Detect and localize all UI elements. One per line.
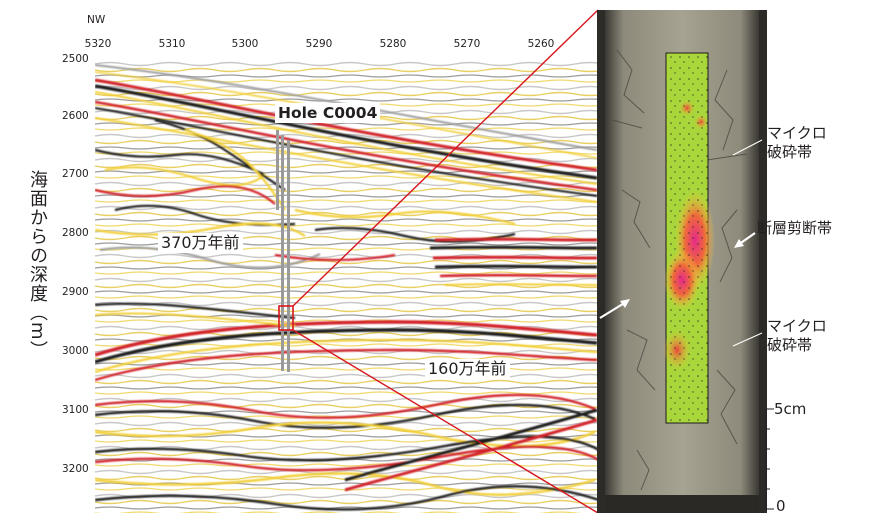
scale-label-0: 0: [776, 497, 786, 515]
x-tick: 5310: [158, 38, 186, 50]
micro-fracture-label-top: マイクロ 破砕帯: [767, 124, 827, 161]
x-tick: 5270: [453, 38, 481, 50]
fault-shear-label: 断層剪断帯: [757, 219, 833, 237]
scale-label-5cm: 5cm: [774, 400, 807, 418]
y-tick: 2500: [62, 53, 89, 65]
x-tick: 5260: [527, 38, 555, 50]
y-axis-label: 海面からの深度（m）: [27, 170, 48, 360]
y-tick: 3000: [62, 345, 89, 357]
x-tick: 5300: [231, 38, 259, 50]
hole-label: Hole C0004: [275, 103, 381, 123]
y-tick: 2900: [62, 286, 89, 298]
x-tick: 5290: [305, 38, 333, 50]
x-tick: 5280: [379, 38, 407, 50]
y-tick: 2600: [62, 110, 89, 122]
micro-fracture-label-bottom: マイクロ 破砕帯: [767, 317, 827, 354]
y-tick: 3200: [62, 463, 89, 475]
y-tick: 3100: [62, 404, 89, 416]
borehole-markers: [276, 130, 290, 372]
age-label-upper: 370万年前: [158, 233, 243, 253]
age-label-lower: 160万年前: [425, 359, 510, 379]
direction-label: NW: [87, 14, 106, 26]
y-tick: 2800: [62, 227, 89, 239]
x-tick: 5320: [84, 38, 112, 50]
core-scale-bar: [765, 408, 774, 511]
seismic-section: [95, 60, 597, 513]
y-tick: 2700: [62, 168, 89, 180]
core-photo: [597, 10, 767, 513]
